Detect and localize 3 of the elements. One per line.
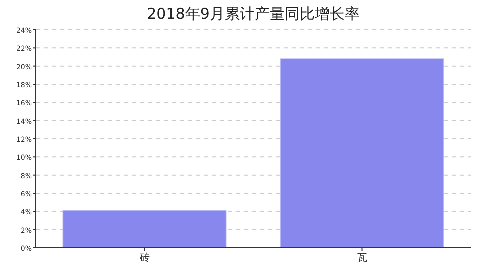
x-tick-label: 砖	[138, 252, 150, 264]
chart-title: 2018年9月累计产量同比增长率	[147, 5, 360, 23]
x-tick-label: 瓦	[357, 253, 368, 264]
